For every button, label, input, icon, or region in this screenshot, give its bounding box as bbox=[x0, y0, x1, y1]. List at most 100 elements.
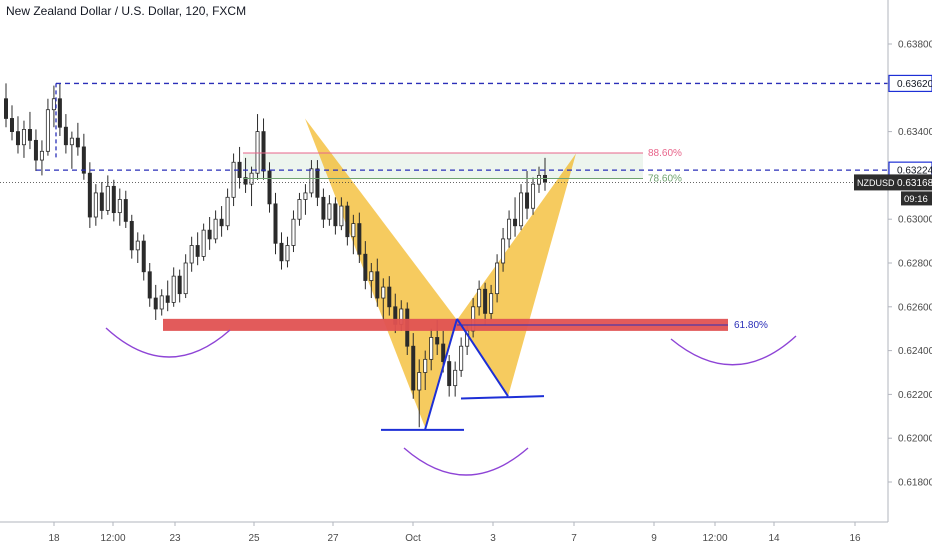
time-tick-label: 27 bbox=[327, 533, 339, 544]
candle bbox=[213, 210, 218, 244]
candle bbox=[489, 284, 494, 320]
candle-body bbox=[135, 240, 140, 251]
candle bbox=[123, 190, 128, 228]
candle-body bbox=[129, 220, 134, 251]
candle-body bbox=[111, 185, 116, 214]
candle bbox=[171, 267, 176, 307]
candle bbox=[375, 258, 380, 307]
price-tick-label: 0.63000 bbox=[898, 215, 932, 226]
candle bbox=[195, 232, 200, 266]
candle bbox=[63, 114, 68, 154]
candle bbox=[327, 195, 332, 226]
candle bbox=[351, 214, 356, 255]
head-right-line bbox=[424, 318, 458, 431]
candle-body bbox=[267, 170, 272, 205]
candle-body bbox=[507, 218, 512, 240]
candle-body bbox=[123, 199, 128, 222]
candle-body bbox=[177, 275, 182, 295]
candle bbox=[93, 184, 98, 226]
candle-body bbox=[99, 192, 104, 211]
candle bbox=[387, 276, 392, 316]
candle-body bbox=[375, 271, 380, 299]
candle-body bbox=[447, 361, 452, 387]
candle-body bbox=[453, 369, 458, 387]
candle bbox=[4, 83, 9, 128]
candle bbox=[243, 157, 248, 193]
price-tag-636: 0.63620 bbox=[888, 74, 932, 93]
candle-body bbox=[219, 218, 224, 227]
time-tick-label: 16 bbox=[849, 533, 861, 544]
candle bbox=[453, 361, 458, 397]
candle-body bbox=[531, 183, 536, 209]
candle-body bbox=[33, 139, 38, 161]
time-tick-label: 18 bbox=[48, 533, 60, 544]
candle bbox=[495, 254, 500, 303]
candle-body bbox=[63, 126, 68, 146]
candle-body bbox=[537, 174, 542, 185]
candle bbox=[141, 234, 146, 281]
countdown-text: 09:16 bbox=[904, 194, 928, 205]
candle-body bbox=[501, 238, 506, 264]
candle bbox=[315, 160, 320, 207]
candle bbox=[267, 162, 272, 213]
candle-body bbox=[231, 161, 236, 198]
candle-body bbox=[87, 172, 92, 218]
candle bbox=[99, 181, 104, 220]
candles-layer bbox=[4, 83, 548, 428]
candle-body bbox=[195, 245, 200, 257]
candle-body bbox=[429, 337, 434, 360]
time-tick-label: 9 bbox=[651, 533, 657, 544]
candle bbox=[165, 280, 170, 312]
candle bbox=[381, 278, 386, 320]
candle bbox=[363, 241, 368, 290]
candle-body bbox=[411, 345, 416, 391]
candle-body bbox=[39, 150, 44, 161]
candle-body bbox=[285, 245, 290, 262]
candle-body bbox=[51, 98, 56, 111]
candle bbox=[321, 188, 326, 228]
candle-body bbox=[495, 262, 500, 295]
price-tag-632-text: 0.63224 bbox=[897, 166, 932, 177]
candle bbox=[513, 197, 518, 237]
candle bbox=[51, 85, 56, 128]
time-tick-label: 23 bbox=[169, 533, 181, 544]
candle-body bbox=[273, 203, 278, 244]
price-tick-label: 0.63400 bbox=[898, 127, 932, 138]
candle-body bbox=[423, 358, 428, 373]
time-tick-label: 3 bbox=[490, 533, 496, 544]
candle-body bbox=[243, 177, 248, 185]
candle-body bbox=[483, 288, 488, 314]
candle-body bbox=[513, 218, 518, 227]
candle-body bbox=[255, 131, 260, 174]
candle-body bbox=[303, 192, 308, 200]
price-tag-636-box bbox=[888, 74, 932, 93]
candle bbox=[369, 263, 374, 299]
candle bbox=[81, 133, 86, 180]
shoulder-line bbox=[456, 318, 509, 397]
candle-body bbox=[27, 129, 32, 141]
candle-body bbox=[279, 242, 284, 262]
candle bbox=[339, 197, 344, 231]
candle-body bbox=[345, 205, 350, 238]
price-tick-label: 0.62800 bbox=[898, 259, 932, 270]
candle-body bbox=[159, 295, 164, 310]
candle bbox=[87, 162, 92, 228]
time-tick-label: 14 bbox=[768, 533, 780, 544]
candle bbox=[483, 282, 488, 325]
candle bbox=[201, 223, 206, 261]
left-shoulder-arc bbox=[105, 327, 231, 358]
candle bbox=[189, 236, 194, 272]
candle-body bbox=[309, 168, 314, 194]
candle bbox=[45, 98, 50, 156]
candle-body bbox=[171, 275, 176, 303]
candle-body bbox=[165, 295, 170, 303]
candle-body bbox=[381, 286, 386, 299]
candle bbox=[279, 232, 284, 270]
candle bbox=[537, 166, 542, 193]
candle-body bbox=[297, 199, 302, 220]
candle-body bbox=[141, 240, 146, 273]
candle bbox=[105, 175, 110, 215]
candle bbox=[507, 210, 512, 248]
